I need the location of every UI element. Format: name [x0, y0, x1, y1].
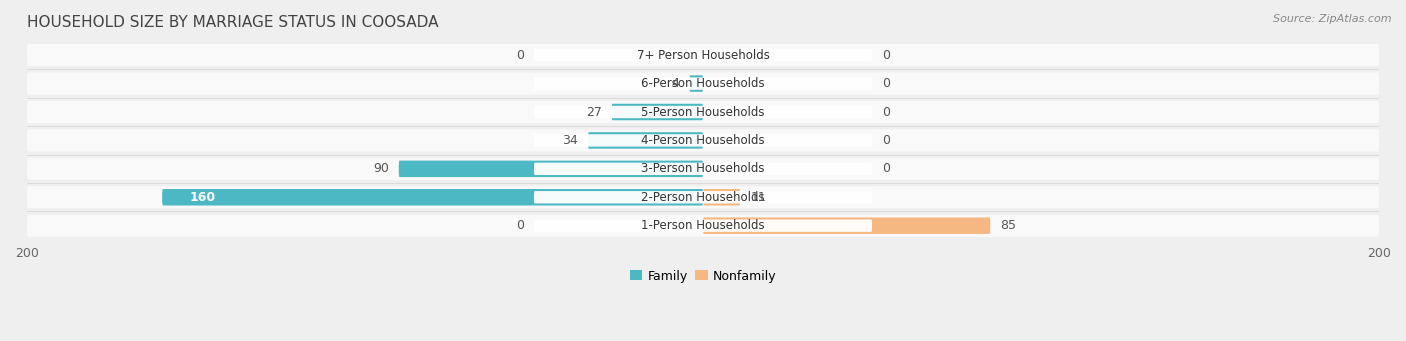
- Text: 1-Person Households: 1-Person Households: [641, 219, 765, 232]
- Text: 2-Person Households: 2-Person Households: [641, 191, 765, 204]
- FancyBboxPatch shape: [27, 101, 1379, 123]
- FancyBboxPatch shape: [27, 129, 1379, 151]
- FancyBboxPatch shape: [534, 163, 872, 175]
- Text: 0: 0: [882, 49, 890, 62]
- Text: 6-Person Households: 6-Person Households: [641, 77, 765, 90]
- Text: 0: 0: [882, 105, 890, 119]
- Text: 0: 0: [882, 162, 890, 175]
- Text: 11: 11: [751, 191, 766, 204]
- FancyBboxPatch shape: [703, 189, 740, 206]
- Text: 160: 160: [190, 191, 215, 204]
- Text: 0: 0: [516, 49, 524, 62]
- FancyBboxPatch shape: [534, 106, 872, 118]
- FancyBboxPatch shape: [534, 49, 872, 61]
- Text: 5-Person Households: 5-Person Households: [641, 105, 765, 119]
- FancyBboxPatch shape: [689, 75, 703, 92]
- Text: 7+ Person Households: 7+ Person Households: [637, 49, 769, 62]
- Text: Source: ZipAtlas.com: Source: ZipAtlas.com: [1274, 14, 1392, 24]
- Text: 4-Person Households: 4-Person Households: [641, 134, 765, 147]
- FancyBboxPatch shape: [27, 73, 1379, 95]
- FancyBboxPatch shape: [534, 191, 872, 204]
- Text: 34: 34: [562, 134, 578, 147]
- FancyBboxPatch shape: [27, 186, 1379, 208]
- Legend: Family, Nonfamily: Family, Nonfamily: [624, 265, 782, 288]
- FancyBboxPatch shape: [27, 158, 1379, 180]
- FancyBboxPatch shape: [162, 189, 703, 206]
- FancyBboxPatch shape: [703, 218, 990, 234]
- Text: 85: 85: [1001, 219, 1017, 232]
- FancyBboxPatch shape: [534, 77, 872, 90]
- FancyBboxPatch shape: [588, 132, 703, 149]
- FancyBboxPatch shape: [27, 44, 1379, 66]
- Text: 0: 0: [882, 134, 890, 147]
- FancyBboxPatch shape: [534, 134, 872, 147]
- Text: 27: 27: [586, 105, 602, 119]
- FancyBboxPatch shape: [612, 104, 703, 120]
- FancyBboxPatch shape: [27, 214, 1379, 237]
- Text: 0: 0: [516, 219, 524, 232]
- Text: HOUSEHOLD SIZE BY MARRIAGE STATUS IN COOSADA: HOUSEHOLD SIZE BY MARRIAGE STATUS IN COO…: [27, 15, 439, 30]
- Text: 3-Person Households: 3-Person Households: [641, 162, 765, 175]
- FancyBboxPatch shape: [534, 220, 872, 232]
- Text: 4: 4: [672, 77, 679, 90]
- FancyBboxPatch shape: [399, 161, 703, 177]
- Text: 90: 90: [373, 162, 388, 175]
- Text: 0: 0: [882, 77, 890, 90]
